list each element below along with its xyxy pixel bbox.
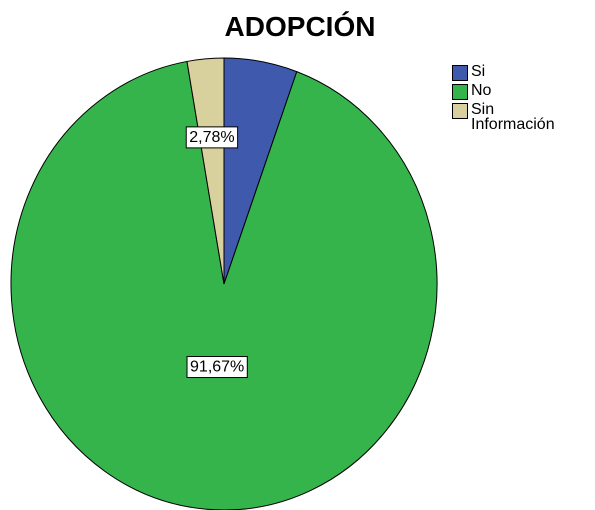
pie-slice [186,57,225,285]
legend-swatch [452,103,468,119]
legend-swatch [452,84,468,100]
legend-item: Sin Información [452,101,592,133]
legend-label: Sin Información [471,101,555,133]
chart-title: ADOPCIÓN [225,11,376,42]
legend: Si No Sin Información [452,64,592,134]
data-label: 91,67% [186,356,248,379]
legend-label: No [471,82,492,99]
legend-label: Si [471,63,486,80]
label-text: 91,67% [190,359,244,376]
label-text: 2,78% [189,129,234,146]
label-box [185,126,239,149]
pie-slice [10,60,438,510]
label-box [186,356,248,379]
legend-swatch [452,65,468,81]
data-label: 2,78% [185,126,239,149]
legend-item: No [452,83,592,100]
legend-item: Si [452,64,592,81]
